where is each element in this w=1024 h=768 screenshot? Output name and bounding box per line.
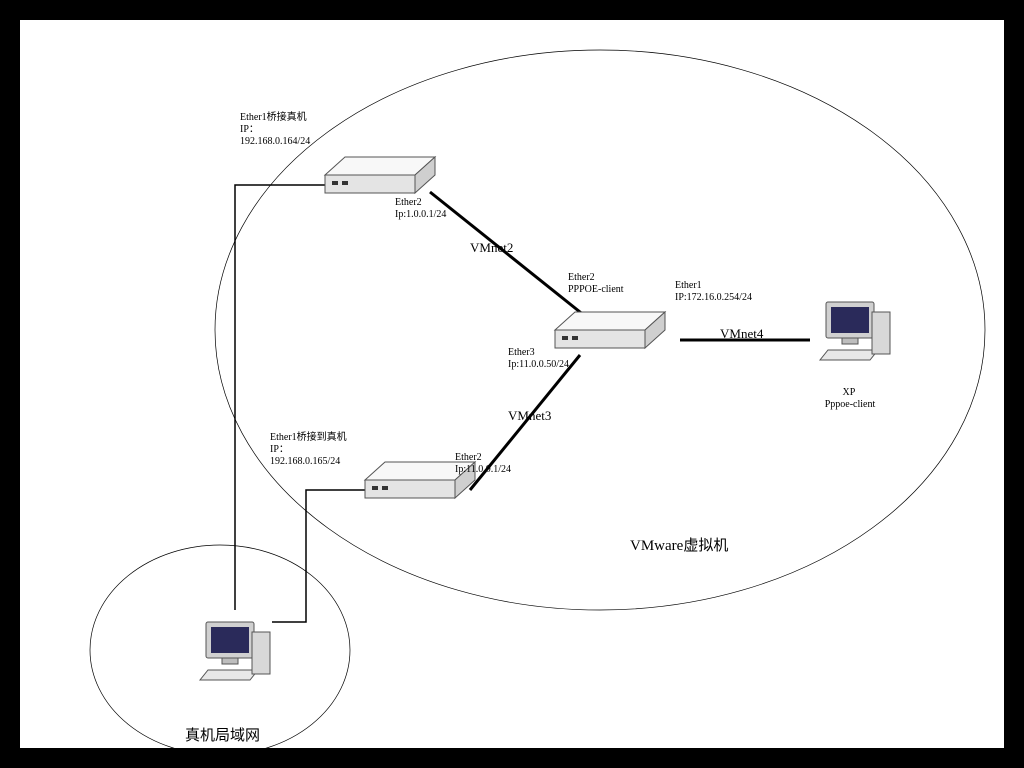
label-r1-left: Ether1桥接真机 IP： 192.168.0.164/24 bbox=[240, 110, 310, 147]
label-r2-bot: Ether3 Ip:11.0.0.50/24 bbox=[508, 347, 569, 370]
lan-label: 真机局域网 bbox=[185, 726, 260, 744]
diagram-canvas: VMnet2 VMnet3 VMnet4 VMware虚拟机 真机局域网 Eth… bbox=[20, 20, 1004, 748]
router-2 bbox=[555, 312, 665, 348]
label-xp: XP Pppoe-client bbox=[825, 387, 876, 410]
label-r3-right: Ether2 Ip:11.0.0.1/24 bbox=[455, 452, 511, 475]
pc-host bbox=[200, 622, 270, 680]
vmware-label: VMware虚拟机 bbox=[630, 537, 728, 554]
link-label-vmnet2: VMnet2 bbox=[470, 240, 513, 255]
label-r2-right: Ether1 IP:172.16.0.254/24 bbox=[675, 280, 752, 303]
link-router1-host bbox=[235, 185, 330, 610]
label-r3-left: Ether1桥接到真机 IP： 192.168.0.165/24 bbox=[270, 430, 349, 467]
label-r2-top: Ether2 PPPOE-client bbox=[568, 272, 624, 295]
link-router3-host bbox=[272, 490, 370, 622]
link-label-vmnet4: VMnet4 bbox=[720, 326, 764, 341]
router-1 bbox=[325, 157, 435, 193]
link-label-vmnet3: VMnet3 bbox=[508, 408, 551, 423]
link-vmnet2 bbox=[430, 192, 590, 320]
pc-xp bbox=[820, 302, 890, 360]
